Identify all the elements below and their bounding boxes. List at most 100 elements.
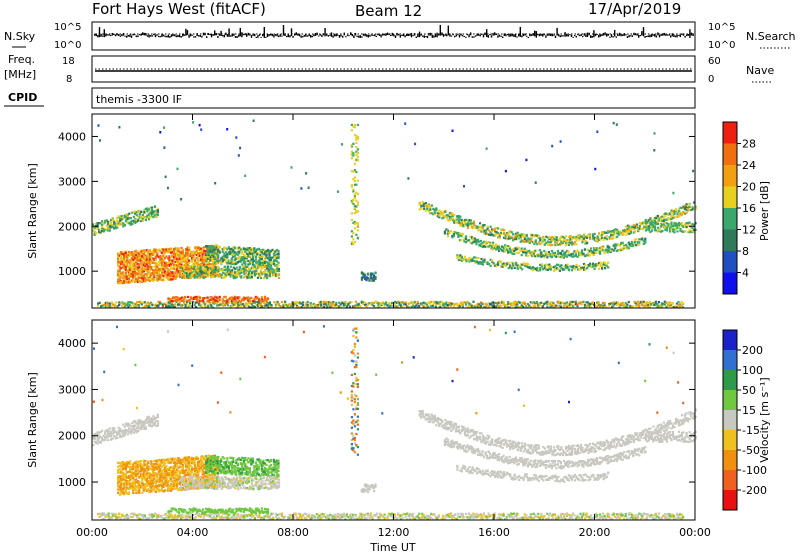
nsky-bar [345,36,346,37]
nsky-bar [601,34,602,36]
nsky-bar [198,35,199,36]
colorbar-segment [723,390,737,411]
nsky-bar [616,36,617,37]
nsky-bar [318,36,319,37]
nsky-bar [104,29,105,37]
colorbar-tick-label: 16 [742,202,756,215]
nsky-bar [400,35,401,38]
nsky-bar [644,36,645,38]
nsky-bar [436,33,437,38]
colorbar-segment [723,122,737,144]
nsky-bar [486,29,487,37]
colorbar-segment [723,410,737,431]
nsky-bar [435,34,436,37]
nsky-bar [379,35,380,36]
nsky-bar [248,33,249,36]
nsky-bar [499,35,500,37]
nsky-bar [384,34,385,36]
nsky-bar [598,35,599,38]
x-tick-label: 00:00 [679,526,711,539]
nsky-bar [488,35,489,38]
nsky-bar [483,35,484,38]
colorbar-tick-label: 200 [742,344,763,357]
nave-tick-bottom: 0 [708,74,714,85]
cpid-label: CPID [8,91,37,104]
colorbar-segment [723,230,737,252]
nsky-bar [321,35,322,37]
colorbar-segment [723,430,737,451]
nsky-bar [281,36,282,37]
nsky-bar [171,34,172,37]
nsky-bar [619,33,620,36]
nsky-bar [224,35,225,38]
nsky-bar [369,35,370,37]
nsky-bar [552,34,553,37]
colorbar-tick-label: 12 [742,224,756,237]
nsky-bar [228,28,229,37]
nsky-bar [257,35,258,38]
nsky-bar [227,34,228,37]
nsky-bar [608,34,609,36]
nsky-bar [131,35,132,38]
nsky-bar [241,32,242,37]
nsky-bar [324,28,325,36]
power-colorbar-label: Power [dB] [758,181,771,241]
nsky-bar [617,34,618,36]
nsky-bar [417,34,418,37]
nsky-bar [163,35,164,37]
cpid-panel [92,88,695,108]
y-tick-label: 3000 [58,383,86,396]
nsky-bar [209,34,210,35]
nsky-bar [398,34,399,36]
nsky-bar [412,35,413,36]
colorbar-segment [723,350,737,371]
nsky-bar [684,36,685,38]
nsky-bar [216,33,217,35]
nsky-bar [233,34,234,36]
nsky-bar [240,28,241,36]
nsky-bar [372,35,373,36]
nsky-bar [142,32,143,35]
nsky-bar [256,37,257,38]
nsky-bar [238,35,239,37]
nsky-bar [520,27,521,37]
nsky-tick-bottom: 10^0 [54,40,81,51]
y-tick-label: 1000 [58,476,86,489]
nsky-bar [291,28,292,36]
nsky-bar [121,34,122,36]
velocity-heatmap [92,325,697,521]
nsky-bar [433,36,434,38]
x-tick-label: 04:00 [177,526,209,539]
nsky-bar [393,34,394,36]
nsky-bar [507,34,508,35]
nsky-bar [464,36,465,37]
y-tick-label: 4000 [58,337,86,350]
nsky-bar [563,35,564,36]
nsky-bar [339,35,340,38]
nsky-bar [360,35,361,38]
nsky-bar [657,32,658,35]
nsky-bar [681,33,682,35]
nsky-bar [280,34,281,36]
nsky-bar [192,35,193,36]
nsky-bar [334,34,335,36]
velocity-colorbar-label: Velocity [m s⁻¹] [758,377,771,462]
nsky-bar [126,36,127,38]
nsky-bar [107,34,108,35]
nsky-bar [502,37,503,38]
nsky-bar [201,36,202,38]
nsky-bar [478,34,479,36]
time-axis-label: Time UT [369,541,415,554]
nsky-bar [480,35,481,36]
nsearch-label: N.Search [746,30,796,43]
nsky-bar [612,36,613,37]
nsky-bar [611,34,612,37]
colorbar-tick-label: 4 [742,267,749,280]
colorbar-segment [723,165,737,187]
nsky-bar [353,35,354,38]
nsky-bar [185,29,186,36]
nsky-bar [667,34,668,35]
x-tick-label: 20:00 [579,526,611,539]
colorbar-tick-label: 100 [742,364,763,377]
